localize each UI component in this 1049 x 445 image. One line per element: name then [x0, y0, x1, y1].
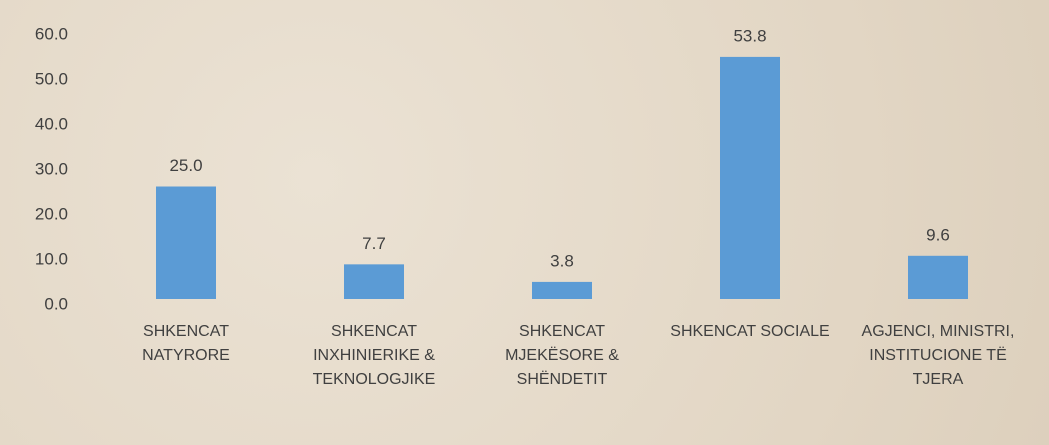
value-label: 7.7: [362, 234, 386, 253]
x-tick-label: AGJENCI, MINISTRI, INSTITUCIONE TË TJERA: [861, 323, 1015, 388]
x-tick-label: SHKENCAT SOCIALE: [670, 323, 830, 340]
y-tick-label: 30.0: [35, 159, 68, 178]
x-tick-label: SHKENCAT MJEKËSORE & SHËNDETIT: [505, 323, 619, 388]
bar: [908, 255, 968, 299]
value-label: 3.8: [550, 251, 574, 270]
bar: [344, 264, 404, 299]
y-tick-label: 50.0: [35, 69, 68, 88]
value-label: 9.6: [926, 225, 950, 244]
y-tick-label: 40.0: [35, 114, 68, 133]
bar: [720, 56, 780, 300]
value-label: 53.8: [733, 26, 766, 45]
bar: [156, 186, 216, 299]
y-tick-label: 0.0: [44, 294, 68, 313]
y-tick-label: 60.0: [35, 24, 68, 43]
value-label: 25.0: [169, 156, 202, 175]
x-tick-label: SHKENCAT INXHINIERIKE & TEKNOLOGJIKE: [312, 323, 436, 388]
x-tick-label: SHKENCAT NATYRORE: [142, 323, 230, 364]
bar: [532, 281, 592, 299]
y-tick-label: 10.0: [35, 249, 68, 268]
y-tick-label: 20.0: [35, 204, 68, 223]
